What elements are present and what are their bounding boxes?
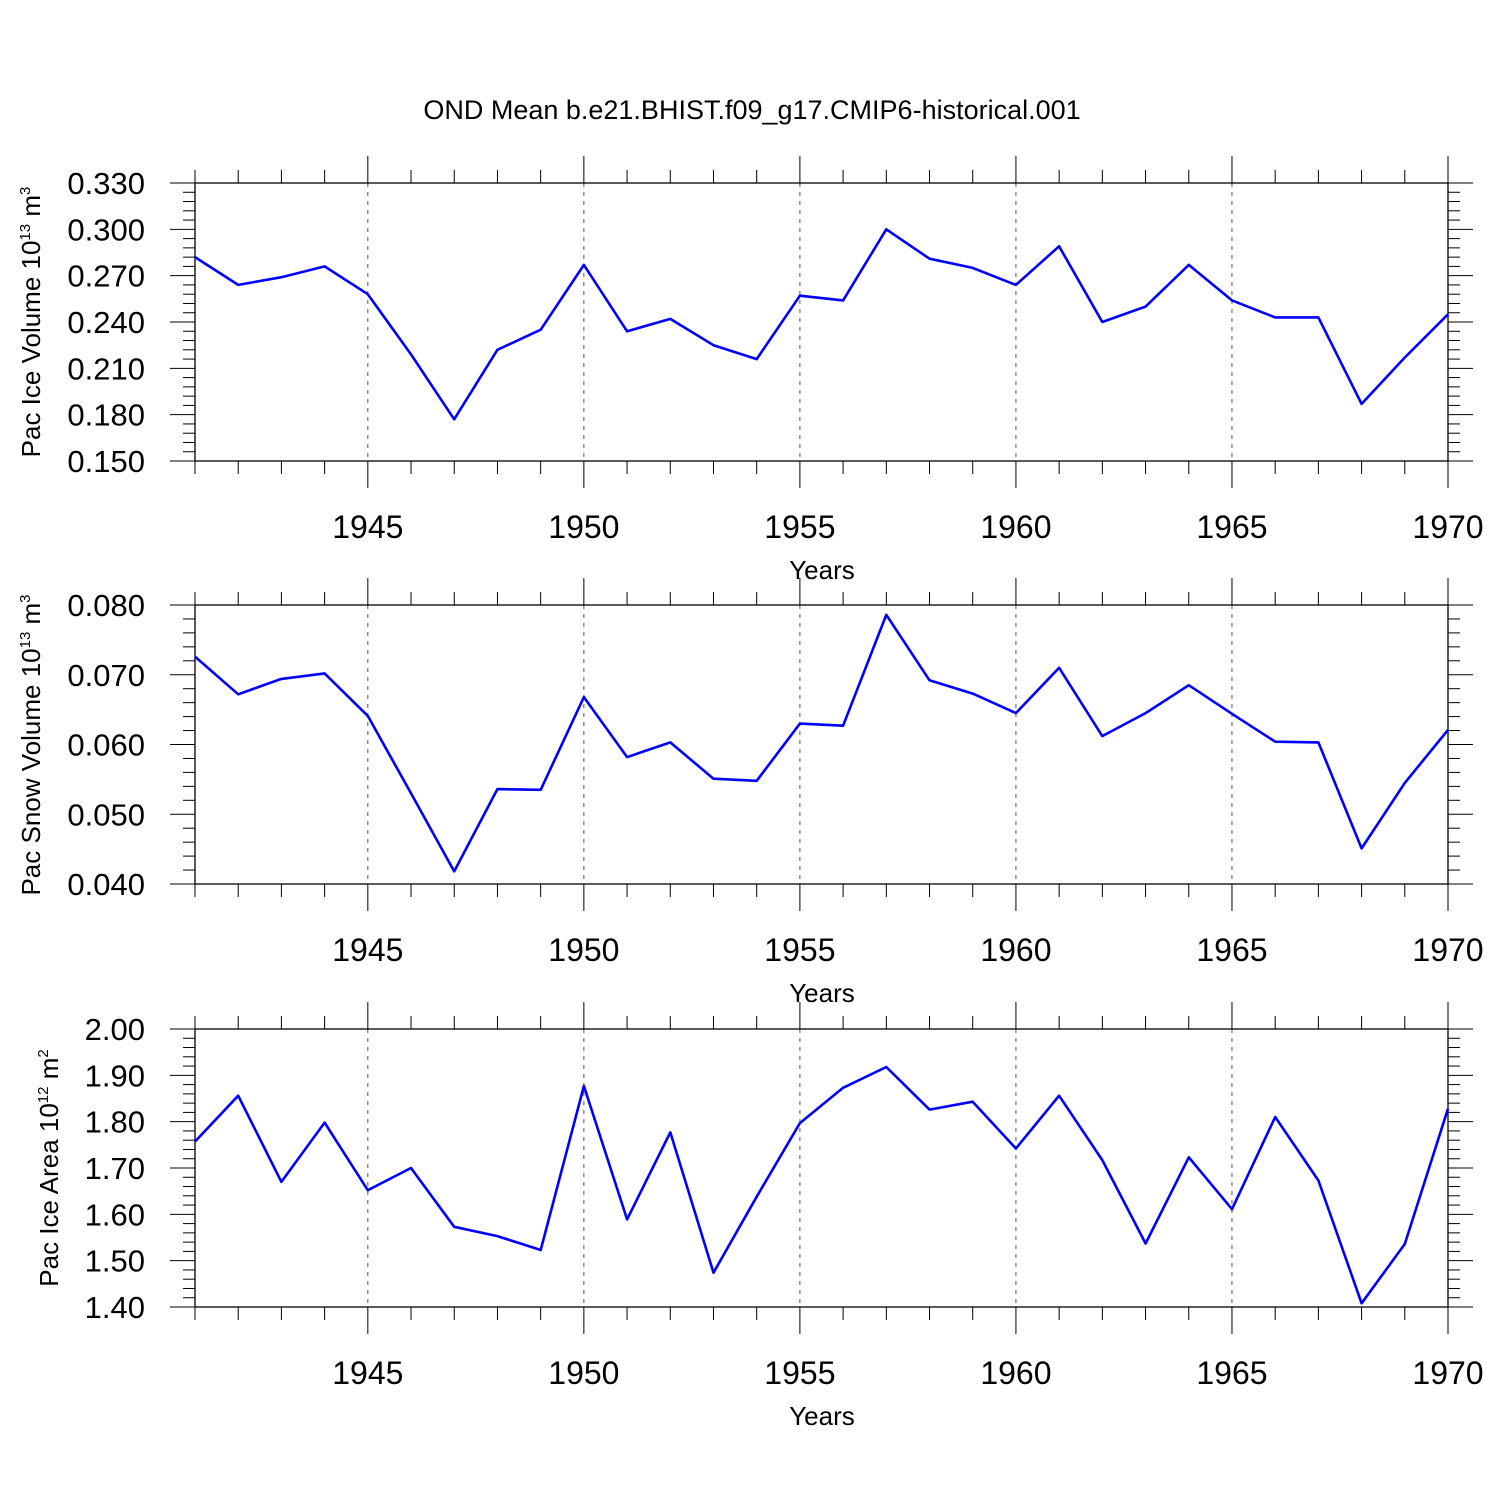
y-tick-label: 1.90 bbox=[85, 1058, 145, 1093]
y-tick-label: 0.270 bbox=[67, 259, 145, 294]
x-tick-label: 1970 bbox=[1412, 509, 1483, 545]
series-line bbox=[194, 228, 1449, 421]
x-tick-label: 1955 bbox=[764, 509, 835, 545]
x-tick-label: 1970 bbox=[1412, 1355, 1483, 1391]
x-tick-label: 1965 bbox=[1196, 1355, 1267, 1391]
series-line bbox=[194, 1065, 1450, 1305]
x-tick-label: 1950 bbox=[548, 932, 619, 968]
y-tick-label: 0.040 bbox=[67, 867, 145, 902]
y-tick-label: 0.060 bbox=[67, 728, 145, 763]
x-tick-label: 1955 bbox=[764, 1355, 835, 1391]
x-tick-label: 1960 bbox=[980, 509, 1051, 545]
y-tick-label: 0.330 bbox=[67, 166, 145, 201]
x-tick-label: 1965 bbox=[1196, 932, 1267, 968]
x-tick-label: 1950 bbox=[548, 509, 619, 545]
y-axis-label-part: Pac Ice Area 10 bbox=[34, 1103, 64, 1287]
y-axis-label-part: 13 bbox=[17, 632, 34, 649]
y-axis-label-part: 3 bbox=[17, 594, 34, 602]
y-tick-label: 0.300 bbox=[67, 212, 145, 247]
x-tick-label: 1945 bbox=[332, 509, 403, 545]
y-tick-label: 0.050 bbox=[67, 797, 145, 832]
y-tick-label: 2.00 bbox=[85, 1012, 145, 1047]
x-tick-label: 1955 bbox=[764, 932, 835, 968]
x-tick-label: 1950 bbox=[548, 1355, 619, 1391]
y-axis-label-part: Pac Snow Volume 10 bbox=[16, 648, 46, 895]
x-tick-label: 1945 bbox=[332, 932, 403, 968]
y-tick-label: 1.60 bbox=[85, 1197, 145, 1232]
y-axis-label-part: 13 bbox=[17, 224, 34, 241]
plot-frame bbox=[194, 182, 1449, 462]
y-axis-label-part: 2 bbox=[35, 1049, 52, 1057]
y-axis-label-part: m bbox=[16, 603, 46, 632]
y-axis-label: Pac Ice Area 1012 m2 bbox=[34, 1049, 64, 1286]
x-tick-label: 1945 bbox=[332, 1355, 403, 1391]
x-tick-label: 1970 bbox=[1412, 932, 1483, 968]
x-tick-label: 1960 bbox=[980, 932, 1051, 968]
x-axis-label: Years bbox=[789, 1401, 855, 1431]
y-tick-label: 1.70 bbox=[85, 1151, 145, 1186]
y-tick-label: 0.080 bbox=[67, 588, 145, 623]
chart-title: OND Mean b.e21.BHIST.f09_g17.CMIP6-histo… bbox=[423, 95, 1080, 125]
y-tick-label: 1.80 bbox=[85, 1105, 145, 1140]
y-tick-label: 0.180 bbox=[67, 398, 145, 433]
y-axis-label: Pac Snow Volume 1013 m3 bbox=[16, 594, 46, 895]
panel-1: 0.150 0.180 0.210 0.240 0.270 0.300 0.330 1945 1… bbox=[16, 156, 1484, 585]
x-tick-label: 1965 bbox=[1196, 509, 1267, 545]
x-axis-label: Years bbox=[789, 555, 855, 585]
y-axis-label-part: 12 bbox=[35, 1086, 52, 1103]
x-tick-label: 1960 bbox=[980, 1355, 1051, 1391]
y-axis-label-part: m bbox=[34, 1058, 64, 1087]
x-axis-label: Years bbox=[789, 978, 855, 1008]
plot-frame bbox=[194, 1028, 1449, 1308]
y-tick-label: 0.210 bbox=[67, 351, 145, 386]
y-axis-label-part: Pac Ice Volume 10 bbox=[16, 241, 46, 458]
panel-2: 0.040 0.050 0.060 0.070 0.080 1945 1950 1955 196… bbox=[16, 578, 1484, 1008]
y-tick-label: 0.150 bbox=[67, 444, 145, 479]
y-tick-label: 1.40 bbox=[85, 1290, 145, 1325]
y-tick-label: 0.070 bbox=[67, 658, 145, 693]
y-axis-label-part: m bbox=[16, 195, 46, 224]
y-axis-label-part: 3 bbox=[17, 187, 34, 195]
y-tick-label: 0.240 bbox=[67, 305, 145, 340]
panel-3: 1.40 1.50 1.60 1.70 1.80 1.90 2.00 1945 1950 1955… bbox=[34, 1002, 1484, 1431]
y-tick-label: 1.50 bbox=[85, 1244, 145, 1279]
series-line bbox=[194, 613, 1450, 873]
y-axis-label: Pac Ice Volume 1013 m3 bbox=[16, 187, 46, 458]
